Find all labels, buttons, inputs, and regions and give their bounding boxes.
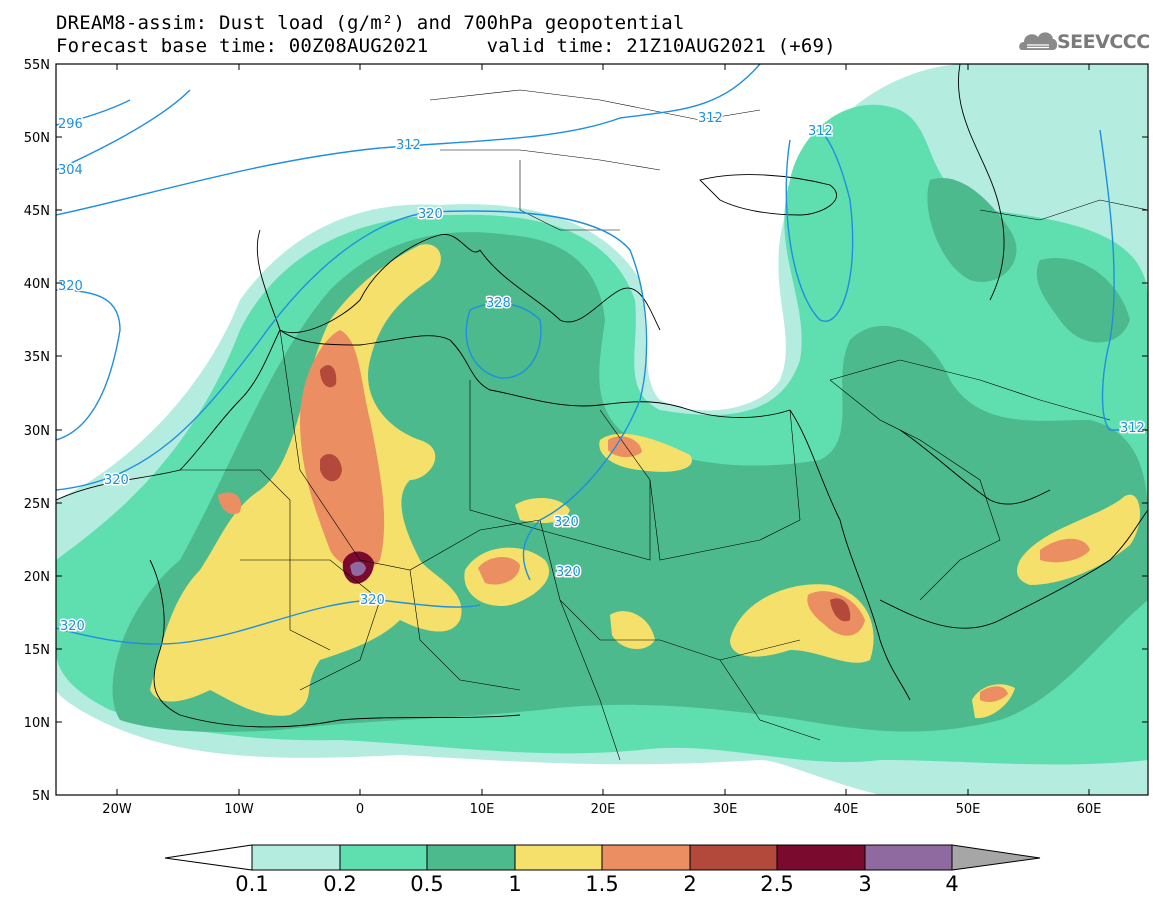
contour-312-east [785,129,854,322]
logo-text: SEEVCCC [1057,31,1150,53]
contour-labels: 296 304 312 312 312 320 320 320 328 320 … [57,110,1147,636]
lon-label: 20E [591,802,616,817]
longitude-labels: 20W 10W 0 10E 20E 30E 40E 50E 60E [102,802,1101,817]
contour-label: 320 [418,207,443,222]
colorbar-tick-label: 2.5 [760,872,794,896]
dust-region-1.5-2-libya [608,436,642,458]
dust-region-iran [1036,258,1130,343]
lat-label: 30N [24,424,50,439]
contour-label: 312 [396,138,421,153]
lon-label: 20W [102,802,132,817]
lat-label: 40N [24,277,50,292]
contour-304 [56,89,191,171]
coastlines [56,64,1148,728]
lon-label: 30E [713,802,738,817]
dust-region-1.5-2-oman [1040,538,1090,563]
dust-region-1.5-2-west [300,330,385,569]
lon-label: 10E [470,802,495,817]
lon-label: 0 [356,802,364,817]
lat-label: 55N [24,58,50,73]
contour-312-far-east [1099,129,1148,431]
forecast-time-subtitle: Forecast base time: 00Z08AUG2021 valid t… [56,35,836,57]
lat-label: 25N [24,497,50,512]
contour-320-south [56,599,481,645]
contour-label: 320 [104,473,129,488]
dust-region-1-1.5-west [150,244,462,716]
lat-label: 20N [24,570,50,585]
lat-label: 50N [24,131,50,146]
geopotential-contours [56,64,1148,645]
colorbar-left-arrow [164,844,253,871]
colorbar-right-arrow [951,844,1041,871]
lat-label: 5N [32,789,50,804]
lat-label: 45N [24,204,50,219]
lat-label: 35N [24,350,50,365]
contour-296 [56,99,131,126]
lon-label: 60E [1077,802,1102,817]
dust-region-1.5-2-niger [478,557,520,585]
contour-label: 312 [808,124,833,139]
dust-region-3-4-core [350,561,366,576]
dust-region-caspian [927,178,1017,282]
contour-label: 304 [58,163,83,178]
dust-region-2-2.5-eritrea [830,598,851,622]
contour-label: 320 [58,279,83,294]
colorbar-segment [252,845,340,870]
lon-label: 40E [834,802,859,817]
colorbar-tick-label: 0.1 [235,872,269,896]
contour-label: 328 [486,296,511,311]
lat-label: 15N [24,643,50,658]
map-title: DREAM8-assim: Dust load (g/m²) and 700hP… [56,12,685,34]
colorbar-tick-label: 0.5 [410,872,444,896]
colorbar-segment [865,845,952,870]
colorbar-tick-label: 3 [858,872,872,896]
contour-312 [56,64,761,216]
dust-region-1.5-2-mali [218,492,242,515]
dust-region-2-2.5-north [320,365,337,388]
dust-region-2-2.5 [320,454,342,482]
map-area [56,64,1148,795]
colorbar-segment [515,845,602,870]
dust-region-1.5-2-somalia [980,686,1008,702]
colorbar-tick-label: 4 [945,872,959,896]
dust-region-1-1.5-tibesti [515,498,570,523]
colorbar-tick-label: 2 [683,872,697,896]
colorbar-segment [602,845,690,870]
country-borders [180,89,1148,761]
contour-328 [465,302,542,379]
colorbar-segment [427,845,515,870]
dust-region-1-1.5-chad [610,611,655,650]
contour-label: 312 [1120,421,1145,436]
contour-label: 320 [556,565,581,580]
colorbar-segment [690,845,777,870]
contour-label: 320 [360,593,385,608]
seevccc-cloud-logo-icon [1019,32,1058,50]
colorbar-tick-label: 0.2 [323,872,357,896]
lon-label: 50E [956,802,981,817]
contour-label: 296 [58,117,83,132]
contour-320 [56,289,121,441]
contour-320-main [56,210,648,581]
colorbar-segment [777,845,865,870]
lat-label: 10N [24,716,50,731]
axis-ticks [56,63,1148,796]
colorbar [164,844,1041,871]
contour-label: 312 [698,111,723,126]
latitude-labels: 55N 50N 45N 40N 35N 30N 25N 20N 15N 10N … [24,58,50,804]
colorbar-tick-label: 1 [508,872,522,896]
contour-label: 320 [60,619,85,634]
lon-label: 10W [224,802,254,817]
colorbar-segment [340,845,427,870]
contour-label: 320 [554,515,579,530]
colorbar-tick-label: 1.5 [585,872,619,896]
